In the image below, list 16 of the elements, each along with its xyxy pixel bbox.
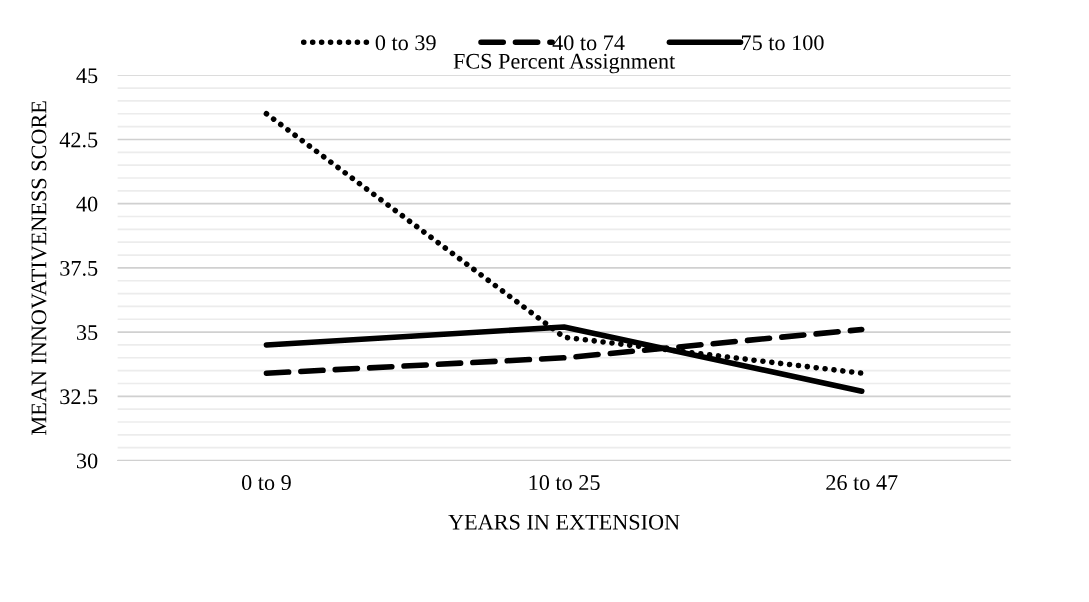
x-tick-label: 0 to 9 bbox=[241, 475, 291, 491]
legend-label: 40 to 74 bbox=[552, 35, 625, 51]
y-tick-label: 40 bbox=[76, 196, 98, 212]
legend-label: 0 to 39 bbox=[375, 35, 436, 51]
y-tick-label: 37.5 bbox=[60, 260, 98, 276]
x-tick-label: 26 to 47 bbox=[826, 475, 898, 491]
y-tick-label: 42.5 bbox=[59, 132, 98, 148]
legend-label: 75 to 100 bbox=[741, 35, 824, 51]
y-tick-label: 45 bbox=[76, 68, 98, 84]
x-axis-title: YEARS IN EXTENSION bbox=[448, 514, 680, 530]
y-axis-title: MEAN INNOVATIVENESS SCORE bbox=[31, 101, 47, 435]
y-tick-label: 32.5 bbox=[60, 389, 98, 405]
legend-title: FCS Percent Assignment bbox=[453, 53, 676, 74]
y-tick-label: 35 bbox=[77, 325, 98, 341]
y-tick-label: 30 bbox=[77, 453, 98, 469]
x-tick-label: 10 to 25 bbox=[529, 475, 600, 491]
